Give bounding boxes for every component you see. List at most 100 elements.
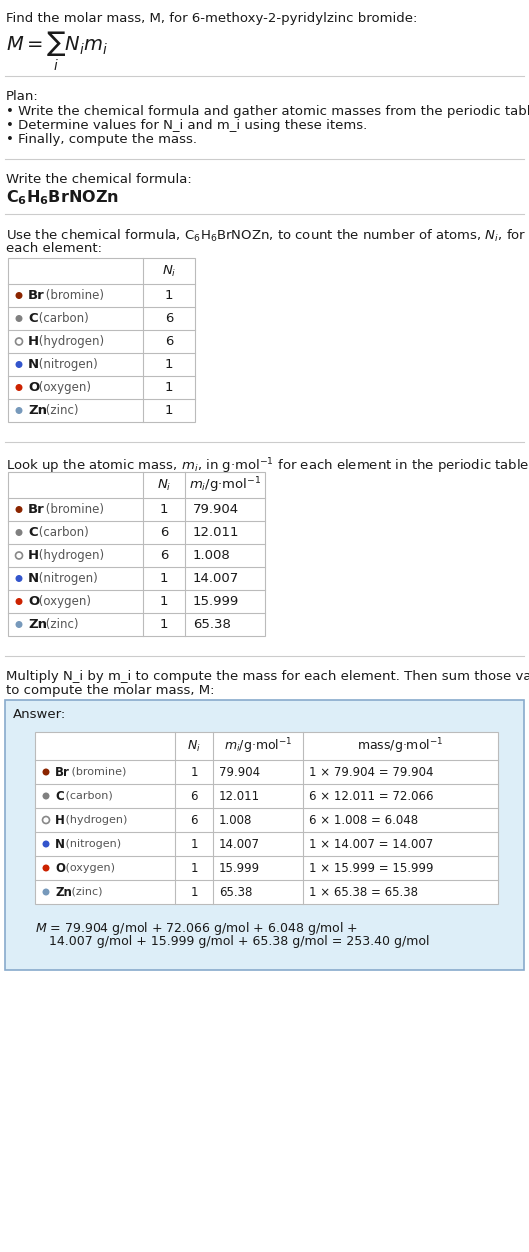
Text: (zinc): (zinc) — [42, 404, 78, 417]
Text: 79.904: 79.904 — [193, 503, 239, 516]
Text: each element:: each element: — [6, 242, 102, 255]
Text: $N_i$: $N_i$ — [162, 263, 176, 278]
Text: 1 × 14.007 = 14.007: 1 × 14.007 = 14.007 — [309, 838, 433, 850]
Text: 1: 1 — [190, 838, 198, 850]
Circle shape — [42, 793, 50, 800]
Text: 6 × 12.011 = 72.066: 6 × 12.011 = 72.066 — [309, 790, 433, 803]
Text: (zinc): (zinc) — [68, 886, 103, 896]
Text: 12.011: 12.011 — [193, 526, 240, 540]
Text: 1: 1 — [160, 503, 168, 516]
Text: (carbon): (carbon) — [61, 791, 112, 801]
Text: $m_i$/g·mol$^{-1}$: $m_i$/g·mol$^{-1}$ — [224, 736, 293, 756]
Text: 6: 6 — [190, 814, 198, 826]
Text: O: O — [28, 381, 39, 394]
Text: 14.007 g/mol + 15.999 g/mol + 65.38 g/mol = 253.40 g/mol: 14.007 g/mol + 15.999 g/mol + 65.38 g/mo… — [49, 935, 430, 948]
Circle shape — [15, 361, 23, 368]
Text: Multiply N_i by m_i to compute the mass for each element. Then sum those values: Multiply N_i by m_i to compute the mass … — [6, 670, 529, 684]
Text: (nitrogen): (nitrogen) — [35, 572, 98, 585]
Circle shape — [15, 506, 23, 513]
Text: (carbon): (carbon) — [35, 312, 89, 326]
Text: (bromine): (bromine) — [42, 503, 104, 516]
Text: 6: 6 — [160, 526, 168, 540]
Text: (bromine): (bromine) — [42, 289, 104, 302]
Text: Use the chemical formula, $\mathrm{C_6H_6}$BrNOZn, to count the number of atoms,: Use the chemical formula, $\mathrm{C_6H_… — [6, 228, 526, 244]
Text: (hydrogen): (hydrogen) — [61, 815, 127, 825]
Circle shape — [15, 292, 23, 299]
Circle shape — [15, 407, 23, 414]
Text: 1: 1 — [165, 404, 174, 417]
Text: C: C — [28, 312, 38, 326]
Text: Zn: Zn — [28, 404, 47, 417]
Text: 6: 6 — [165, 312, 173, 326]
Text: 1: 1 — [190, 861, 198, 874]
Circle shape — [15, 316, 23, 322]
Text: O: O — [55, 861, 65, 874]
Text: mass/g·mol$^{-1}$: mass/g·mol$^{-1}$ — [357, 736, 444, 756]
Text: H: H — [28, 548, 39, 562]
Text: 1: 1 — [190, 765, 198, 779]
Text: • Finally, compute the mass.: • Finally, compute the mass. — [6, 133, 197, 146]
Text: $N_i$: $N_i$ — [157, 477, 171, 492]
Text: 1 × 65.38 = 65.38: 1 × 65.38 = 65.38 — [309, 885, 418, 899]
Text: 1: 1 — [160, 572, 168, 585]
Text: (nitrogen): (nitrogen) — [61, 839, 121, 849]
Text: to compute the molar mass, M:: to compute the molar mass, M: — [6, 684, 214, 697]
Text: Look up the atomic mass, $m_i$, in g·mol$^{-1}$ for each element in the periodic: Look up the atomic mass, $m_i$, in g·mol… — [6, 456, 529, 476]
Text: N: N — [55, 838, 65, 850]
Text: 14.007: 14.007 — [219, 838, 260, 850]
Text: 1: 1 — [165, 289, 174, 302]
Text: Br: Br — [28, 289, 45, 302]
Bar — [8, 472, 265, 636]
Text: 1 × 15.999 = 15.999: 1 × 15.999 = 15.999 — [309, 861, 433, 874]
Text: 1 × 79.904 = 79.904: 1 × 79.904 = 79.904 — [309, 765, 433, 779]
Text: 6: 6 — [165, 336, 173, 348]
Text: 1.008: 1.008 — [219, 814, 252, 826]
Text: (nitrogen): (nitrogen) — [35, 358, 98, 371]
Text: 1: 1 — [165, 358, 174, 371]
Circle shape — [42, 840, 50, 848]
Circle shape — [15, 621, 23, 629]
Text: (oxygen): (oxygen) — [35, 595, 91, 608]
Text: (zinc): (zinc) — [42, 618, 78, 631]
Text: $M$ = 79.904 g/mol + 72.066 g/mol + 6.048 g/mol +: $M$ = 79.904 g/mol + 72.066 g/mol + 6.04… — [35, 920, 358, 936]
Text: Answer:: Answer: — [13, 707, 66, 721]
Text: (oxygen): (oxygen) — [61, 863, 114, 873]
Text: O: O — [28, 595, 39, 608]
Text: 6: 6 — [160, 548, 168, 562]
Bar — [8, 258, 195, 422]
Text: Plan:: Plan: — [6, 90, 39, 103]
Text: Zn: Zn — [28, 618, 47, 631]
Text: 15.999: 15.999 — [219, 861, 260, 874]
Circle shape — [42, 864, 50, 871]
Text: Br: Br — [55, 765, 70, 779]
Text: H: H — [28, 336, 39, 348]
Text: 65.38: 65.38 — [219, 885, 252, 899]
Text: $N_i$: $N_i$ — [187, 739, 201, 754]
Bar — [35, 732, 498, 904]
Circle shape — [42, 889, 50, 895]
Text: 6: 6 — [190, 790, 198, 803]
Text: H: H — [55, 814, 65, 826]
Text: $\mathbf{C_6H_6}$$\mathbf{BrNOZn}$: $\mathbf{C_6H_6}$$\mathbf{BrNOZn}$ — [6, 188, 119, 207]
Text: N: N — [28, 572, 39, 585]
Text: 14.007: 14.007 — [193, 572, 239, 585]
Text: 1: 1 — [165, 381, 174, 394]
Text: Zn: Zn — [55, 885, 72, 899]
Text: (carbon): (carbon) — [35, 526, 89, 540]
Text: 12.011: 12.011 — [219, 790, 260, 803]
Text: • Write the chemical formula and gather atomic masses from the periodic table.: • Write the chemical formula and gather … — [6, 105, 529, 118]
Bar — [5, 700, 524, 970]
Text: (bromine): (bromine) — [68, 767, 126, 777]
Text: 6 × 1.008 = 6.048: 6 × 1.008 = 6.048 — [309, 814, 418, 826]
Text: Find the molar mass, M, for 6-methoxy-2-pyridylzinc bromide:: Find the molar mass, M, for 6-methoxy-2-… — [6, 13, 417, 25]
Circle shape — [15, 598, 23, 605]
Text: Write the chemical formula:: Write the chemical formula: — [6, 173, 191, 187]
Text: 1.008: 1.008 — [193, 548, 231, 562]
Text: $m_i$/g·mol$^{-1}$: $m_i$/g·mol$^{-1}$ — [189, 476, 261, 495]
Text: C: C — [28, 526, 38, 540]
Text: (hydrogen): (hydrogen) — [35, 336, 104, 348]
Text: $M = \sum_i N_i m_i$: $M = \sum_i N_i m_i$ — [6, 30, 108, 73]
Text: • Determine values for N_i and m_i using these items.: • Determine values for N_i and m_i using… — [6, 119, 367, 131]
Text: 1: 1 — [160, 618, 168, 631]
Text: 79.904: 79.904 — [219, 765, 260, 779]
